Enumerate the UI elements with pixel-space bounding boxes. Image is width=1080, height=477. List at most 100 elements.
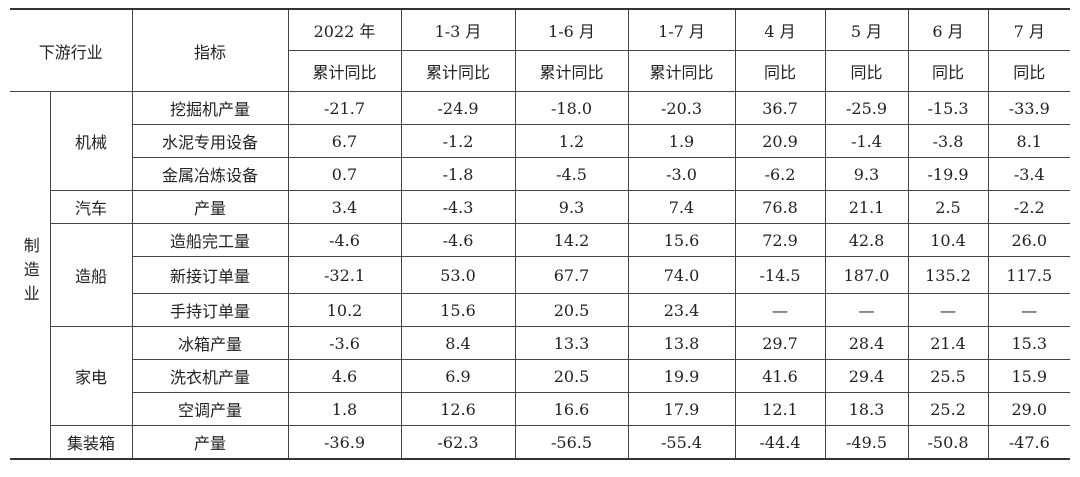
header-period: 7 月 [987, 8, 1071, 51]
value-cell: 15.6 [627, 223, 736, 257]
value-cell: -14.5 [734, 256, 826, 294]
table-row: 空调产量 1.8 12.6 16.6 17.9 12.1 18.3 25.2 29.0 [10, 392, 1071, 426]
value-cell: 19.9 [627, 359, 736, 393]
indicator-cell: 挖掘机产量 [131, 91, 289, 125]
value-cell: 18.3 [824, 392, 909, 426]
indicator-cell: 金属冶炼设备 [131, 157, 289, 191]
value-cell: -18.0 [514, 91, 629, 125]
value-cell: 21.1 [824, 190, 909, 224]
value-cell: — [824, 293, 909, 327]
value-cell: 41.6 [734, 359, 826, 393]
value-cell: -25.9 [824, 91, 909, 125]
value-cell: 26.0 [987, 223, 1071, 257]
value-cell: 0.7 [287, 157, 402, 191]
value-cell: 12.6 [400, 392, 516, 426]
value-cell: 42.8 [824, 223, 909, 257]
value-cell: 28.4 [824, 326, 909, 360]
value-cell: 12.1 [734, 392, 826, 426]
value-cell: 187.0 [824, 256, 909, 294]
value-cell: -55.4 [627, 425, 736, 460]
value-cell: 15.9 [987, 359, 1071, 393]
value-cell: 15.6 [400, 293, 516, 327]
table-row: 手持订单量 10.2 15.6 20.5 23.4— — — — [10, 293, 1071, 327]
header-period: 6 月 [907, 8, 989, 51]
value-cell: 15.3 [987, 326, 1071, 360]
value-cell: -4.5 [514, 157, 629, 191]
value-cell: 17.9 [627, 392, 736, 426]
value-cell: 36.7 [734, 91, 826, 125]
value-cell: -24.9 [400, 91, 516, 125]
value-cell: 29.0 [987, 392, 1071, 426]
group-label: 集装箱 [49, 425, 133, 460]
value-cell: -1.8 [400, 157, 516, 191]
value-cell: 74.0 [627, 256, 736, 294]
value-cell: 1.9 [627, 124, 736, 158]
value-cell: 6.9 [400, 359, 516, 393]
header-measure: 累计同比 [400, 50, 516, 92]
header-row: 累计同比 累计同比 累计同比 累计同比 同比 同比 同比 同比 [10, 50, 1071, 92]
group-label: 汽车 [49, 190, 133, 224]
value-cell: -62.3 [400, 425, 516, 460]
table-row: 水泥专用设备 6.7 -1.2 1.2 1.9 20.9 -1.4 -3.8 8.1 [10, 124, 1071, 158]
value-cell: 10.4 [907, 223, 989, 257]
table-row: 制造业 机械 挖掘机产量 -21.7 -24.9 -18.0 -20.3 36.7 -25.9-… [10, 91, 1071, 460]
header-period: 1-3 月 [400, 8, 516, 51]
value-cell: 13.3 [514, 326, 629, 360]
value-cell: -21.7 [287, 91, 402, 125]
value-cell: 25.2 [907, 392, 989, 426]
value-cell: 3.4 [287, 190, 402, 224]
value-cell: -56.5 [514, 425, 629, 460]
indicator-cell: 造船完工量 [131, 223, 289, 257]
value-cell: -49.5 [824, 425, 909, 460]
table-row: 集装箱 产量 -36.9 -62.3 -56.5 -55.4 -44.4 -49.5 -50.8… [10, 425, 1071, 460]
header-period: 1-6 月 [514, 8, 629, 51]
value-cell: -3.6 [287, 326, 402, 360]
indicator-cell: 水泥专用设备 [131, 124, 289, 158]
indicator-cell: 空调产量 [131, 392, 289, 426]
value-cell: -4.3 [400, 190, 516, 224]
value-cell: 72.9 [734, 223, 826, 257]
table-row: 汽车 产量 3.4 -4.3 9.3 7.4 76.8 21.1 2.5 -2.2 [10, 190, 1071, 224]
header-measure: 同比 [734, 50, 826, 92]
header-period: 4 月 [734, 8, 826, 51]
value-cell: -3.4 [987, 157, 1071, 191]
indicator-cell: 手持订单量 [131, 293, 289, 327]
table-row: 新接订单量 -32.1 53.0 67.7 74.0 -14.5 187.0 135.2 117… [10, 256, 1071, 294]
value-cell: — [907, 293, 989, 327]
value-cell: — [987, 293, 1071, 327]
value-cell: 2.5 [907, 190, 989, 224]
value-cell: -3.0 [627, 157, 736, 191]
value-cell: 67.7 [514, 256, 629, 294]
table-row: 金属冶炼设备 0.7 -1.8 -4.5 -3.0 -6.2 9.3 -19.9 -3.4 [10, 157, 1071, 191]
value-cell: 7.4 [627, 190, 736, 224]
value-cell: 9.3 [514, 190, 629, 224]
value-cell: 20.5 [514, 293, 629, 327]
table-row: 造船 造船完工量 -4.6 -4.6 14.2 15.6 72.9 42.8 10.4 26.0 [10, 223, 1071, 327]
value-cell: 1.2 [514, 124, 629, 158]
value-cell: -3.8 [907, 124, 989, 158]
value-cell: 4.6 [287, 359, 402, 393]
indicator-cell: 产量 [131, 425, 289, 460]
value-cell: — [734, 293, 826, 327]
value-cell: 9.3 [824, 157, 909, 191]
group-label: 机械 [49, 91, 133, 191]
value-cell: 53.0 [400, 256, 516, 294]
indicator-cell: 新接订单量 [131, 256, 289, 294]
header-period: 2022 年 [287, 8, 402, 51]
header-measure: 同比 [987, 50, 1071, 92]
group-label: 家电 [49, 326, 133, 426]
value-cell: -1.2 [400, 124, 516, 158]
value-cell: 25.5 [907, 359, 989, 393]
header-measure: 累计同比 [514, 50, 629, 92]
value-cell: -50.8 [907, 425, 989, 460]
value-cell: 10.2 [287, 293, 402, 327]
value-cell: 1.8 [287, 392, 402, 426]
sector-label: 制造业 [20, 237, 40, 309]
value-cell: -44.4 [734, 425, 826, 460]
value-cell: 76.8 [734, 190, 826, 224]
header-indicator: 指标 [131, 8, 289, 92]
value-cell: 135.2 [907, 256, 989, 294]
value-cell: -19.9 [907, 157, 989, 191]
value-cell: 13.8 [627, 326, 736, 360]
